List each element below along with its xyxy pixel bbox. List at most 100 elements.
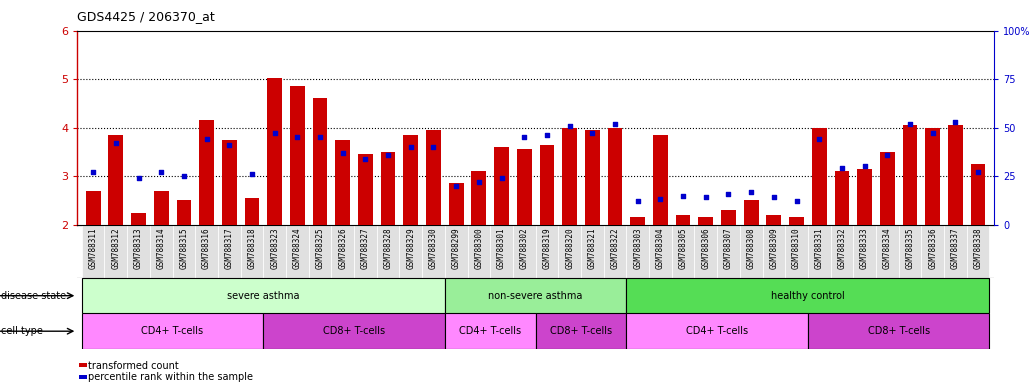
Point bbox=[652, 196, 668, 202]
Text: GSM788323: GSM788323 bbox=[270, 227, 279, 269]
Point bbox=[403, 144, 419, 150]
Bar bbox=[581, 225, 604, 278]
Bar bbox=[626, 313, 808, 349]
Text: GSM788326: GSM788326 bbox=[338, 227, 347, 269]
Bar bbox=[468, 225, 490, 278]
Point bbox=[267, 131, 283, 137]
Text: GSM788320: GSM788320 bbox=[565, 227, 574, 269]
Point bbox=[629, 198, 646, 204]
Point bbox=[425, 144, 442, 150]
Bar bbox=[766, 215, 781, 225]
Point bbox=[948, 119, 964, 125]
Text: healthy control: healthy control bbox=[771, 291, 845, 301]
Bar bbox=[653, 135, 667, 225]
Bar bbox=[286, 225, 309, 278]
Text: GSM788318: GSM788318 bbox=[247, 227, 256, 269]
Text: GSM788334: GSM788334 bbox=[883, 227, 892, 269]
Text: GSM788300: GSM788300 bbox=[475, 227, 483, 269]
Point bbox=[176, 173, 193, 179]
Bar bbox=[176, 200, 192, 225]
Bar bbox=[445, 225, 468, 278]
Text: GSM788312: GSM788312 bbox=[111, 227, 121, 269]
Bar bbox=[558, 225, 581, 278]
Text: GSM788301: GSM788301 bbox=[497, 227, 506, 269]
Bar bbox=[945, 225, 967, 278]
Bar bbox=[880, 152, 895, 225]
Bar bbox=[536, 313, 626, 349]
Text: CD8+ T-cells: CD8+ T-cells bbox=[550, 326, 612, 336]
Bar bbox=[540, 145, 554, 225]
Text: percentile rank within the sample: percentile rank within the sample bbox=[88, 372, 252, 382]
Text: GSM788315: GSM788315 bbox=[179, 227, 188, 269]
Bar bbox=[264, 225, 286, 278]
Point bbox=[539, 132, 555, 139]
Text: GSM788308: GSM788308 bbox=[747, 227, 756, 269]
Bar bbox=[131, 212, 146, 225]
Text: cell type: cell type bbox=[1, 326, 43, 336]
Text: GSM788332: GSM788332 bbox=[837, 227, 847, 269]
Point bbox=[561, 122, 578, 129]
Point bbox=[448, 183, 465, 189]
Bar bbox=[967, 225, 990, 278]
Bar bbox=[336, 140, 350, 225]
Text: transformed count: transformed count bbox=[88, 361, 178, 371]
Text: non-severe asthma: non-severe asthma bbox=[488, 291, 583, 301]
Text: CD4+ T-cells: CD4+ T-cells bbox=[686, 326, 748, 336]
Bar bbox=[513, 225, 536, 278]
Bar bbox=[698, 217, 713, 225]
Point bbox=[765, 194, 782, 200]
Bar bbox=[608, 128, 622, 225]
Text: GSM788309: GSM788309 bbox=[769, 227, 779, 269]
Bar bbox=[672, 225, 694, 278]
Point bbox=[153, 169, 170, 175]
Text: GSM788325: GSM788325 bbox=[315, 227, 324, 269]
Point bbox=[788, 198, 804, 204]
Bar bbox=[830, 225, 853, 278]
Point bbox=[199, 136, 215, 142]
Point bbox=[697, 194, 714, 200]
Point bbox=[970, 169, 987, 175]
Bar bbox=[808, 313, 990, 349]
Bar bbox=[81, 278, 445, 313]
Point bbox=[607, 121, 623, 127]
Bar bbox=[649, 225, 672, 278]
Text: GSM788317: GSM788317 bbox=[225, 227, 234, 269]
Bar bbox=[948, 125, 963, 225]
Text: GSM788338: GSM788338 bbox=[973, 227, 983, 269]
Bar bbox=[104, 225, 127, 278]
Bar bbox=[426, 130, 441, 225]
Bar bbox=[717, 225, 740, 278]
Bar bbox=[81, 225, 104, 278]
Bar bbox=[857, 169, 872, 225]
Text: GSM788327: GSM788327 bbox=[360, 227, 370, 269]
Bar bbox=[970, 164, 986, 225]
Bar bbox=[267, 78, 282, 225]
Text: GSM788305: GSM788305 bbox=[679, 227, 688, 269]
Point bbox=[925, 131, 941, 137]
Point bbox=[901, 121, 918, 127]
Text: GSM788335: GSM788335 bbox=[905, 227, 915, 269]
Text: GSM788314: GSM788314 bbox=[157, 227, 166, 269]
Bar bbox=[925, 128, 940, 225]
Text: GSM788319: GSM788319 bbox=[543, 227, 551, 269]
Point bbox=[584, 131, 600, 137]
Text: GSM788322: GSM788322 bbox=[611, 227, 619, 269]
Text: CD8+ T-cells: CD8+ T-cells bbox=[323, 326, 385, 336]
Bar bbox=[264, 313, 445, 349]
Bar bbox=[445, 313, 536, 349]
Text: GSM788330: GSM788330 bbox=[428, 227, 438, 269]
Text: GSM788306: GSM788306 bbox=[701, 227, 711, 269]
Point bbox=[856, 164, 872, 170]
Text: GSM788302: GSM788302 bbox=[520, 227, 528, 269]
Bar bbox=[173, 225, 196, 278]
Bar bbox=[445, 278, 626, 313]
Point bbox=[244, 171, 261, 177]
Bar bbox=[604, 225, 626, 278]
Text: CD4+ T-cells: CD4+ T-cells bbox=[459, 326, 521, 336]
Bar bbox=[834, 171, 850, 225]
Bar bbox=[290, 86, 305, 225]
Bar bbox=[490, 225, 513, 278]
Text: GSM788304: GSM788304 bbox=[656, 227, 665, 269]
Bar bbox=[785, 225, 808, 278]
Text: GSM788336: GSM788336 bbox=[928, 227, 937, 269]
